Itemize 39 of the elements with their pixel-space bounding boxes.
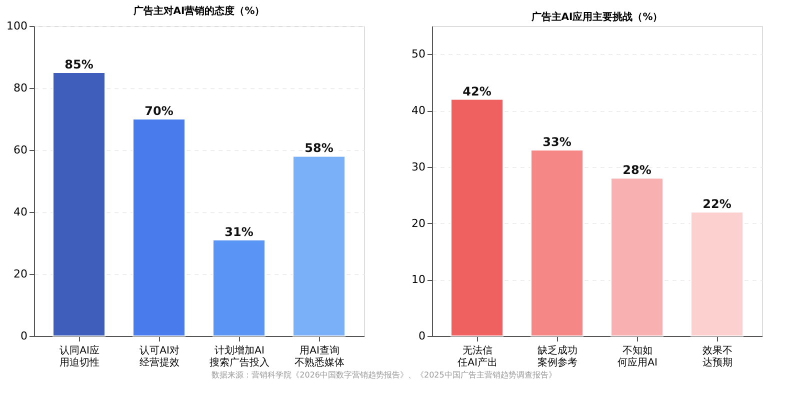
- data-label: 58%: [304, 141, 334, 156]
- bar: [132, 118, 186, 336]
- bar: [610, 178, 664, 336]
- source-note: 数据来源：营销科学院《2026中国数字营销趋势报告》、《2025中国广告主营销趋势调查报告》: [212, 370, 556, 380]
- x-tick-label: 认同AI应用迫切性: [60, 344, 100, 368]
- y-tick-label: 80: [14, 82, 28, 94]
- y-tick-label: 60: [14, 144, 28, 156]
- y-tick-label: 100: [6, 20, 28, 32]
- y-tick-label: 0: [418, 330, 426, 342]
- x-tick-label: 缺乏成功案例参考: [538, 344, 578, 368]
- x-tick-label: 无法信任AI产出: [456, 344, 498, 368]
- y-tick-label: 40: [14, 206, 28, 218]
- y-tick-label: 20: [412, 216, 426, 230]
- bar: [292, 156, 346, 336]
- data-label: 31%: [224, 224, 254, 239]
- bar: [530, 150, 584, 336]
- data-label: 42%: [462, 84, 492, 98]
- data-label: 28%: [622, 163, 652, 178]
- x-tick-label: 认可AI对经营提效: [140, 344, 180, 368]
- data-label: 22%: [702, 197, 732, 211]
- y-tick-label: 10: [412, 273, 426, 286]
- data-label: 70%: [144, 104, 174, 118]
- y-tick-label: 20: [14, 268, 28, 280]
- data-label: 33%: [542, 135, 572, 149]
- data-label: 85%: [64, 58, 94, 72]
- x-tick-label: 计划增加AI搜索广告投入: [210, 344, 270, 368]
- x-tick-label: 不知如何应用AI: [618, 344, 658, 368]
- chart-title: 广告主AI应用主要挑战（%）: [530, 11, 663, 23]
- y-tick-label: 0: [20, 330, 28, 342]
- bar: [450, 98, 504, 336]
- y-tick-label: 30: [412, 160, 426, 174]
- bar: [212, 239, 266, 336]
- bar: [52, 72, 106, 336]
- x-tick-label: 用AI查询不熟悉媒体: [294, 344, 344, 368]
- chart-title: 广告主对AI营销的态度（%）: [132, 5, 265, 17]
- bar: [690, 212, 744, 336]
- x-tick-label: 效果不达预期: [702, 346, 732, 368]
- y-tick-label: 50: [412, 48, 426, 61]
- y-tick-label: 40: [412, 104, 426, 118]
